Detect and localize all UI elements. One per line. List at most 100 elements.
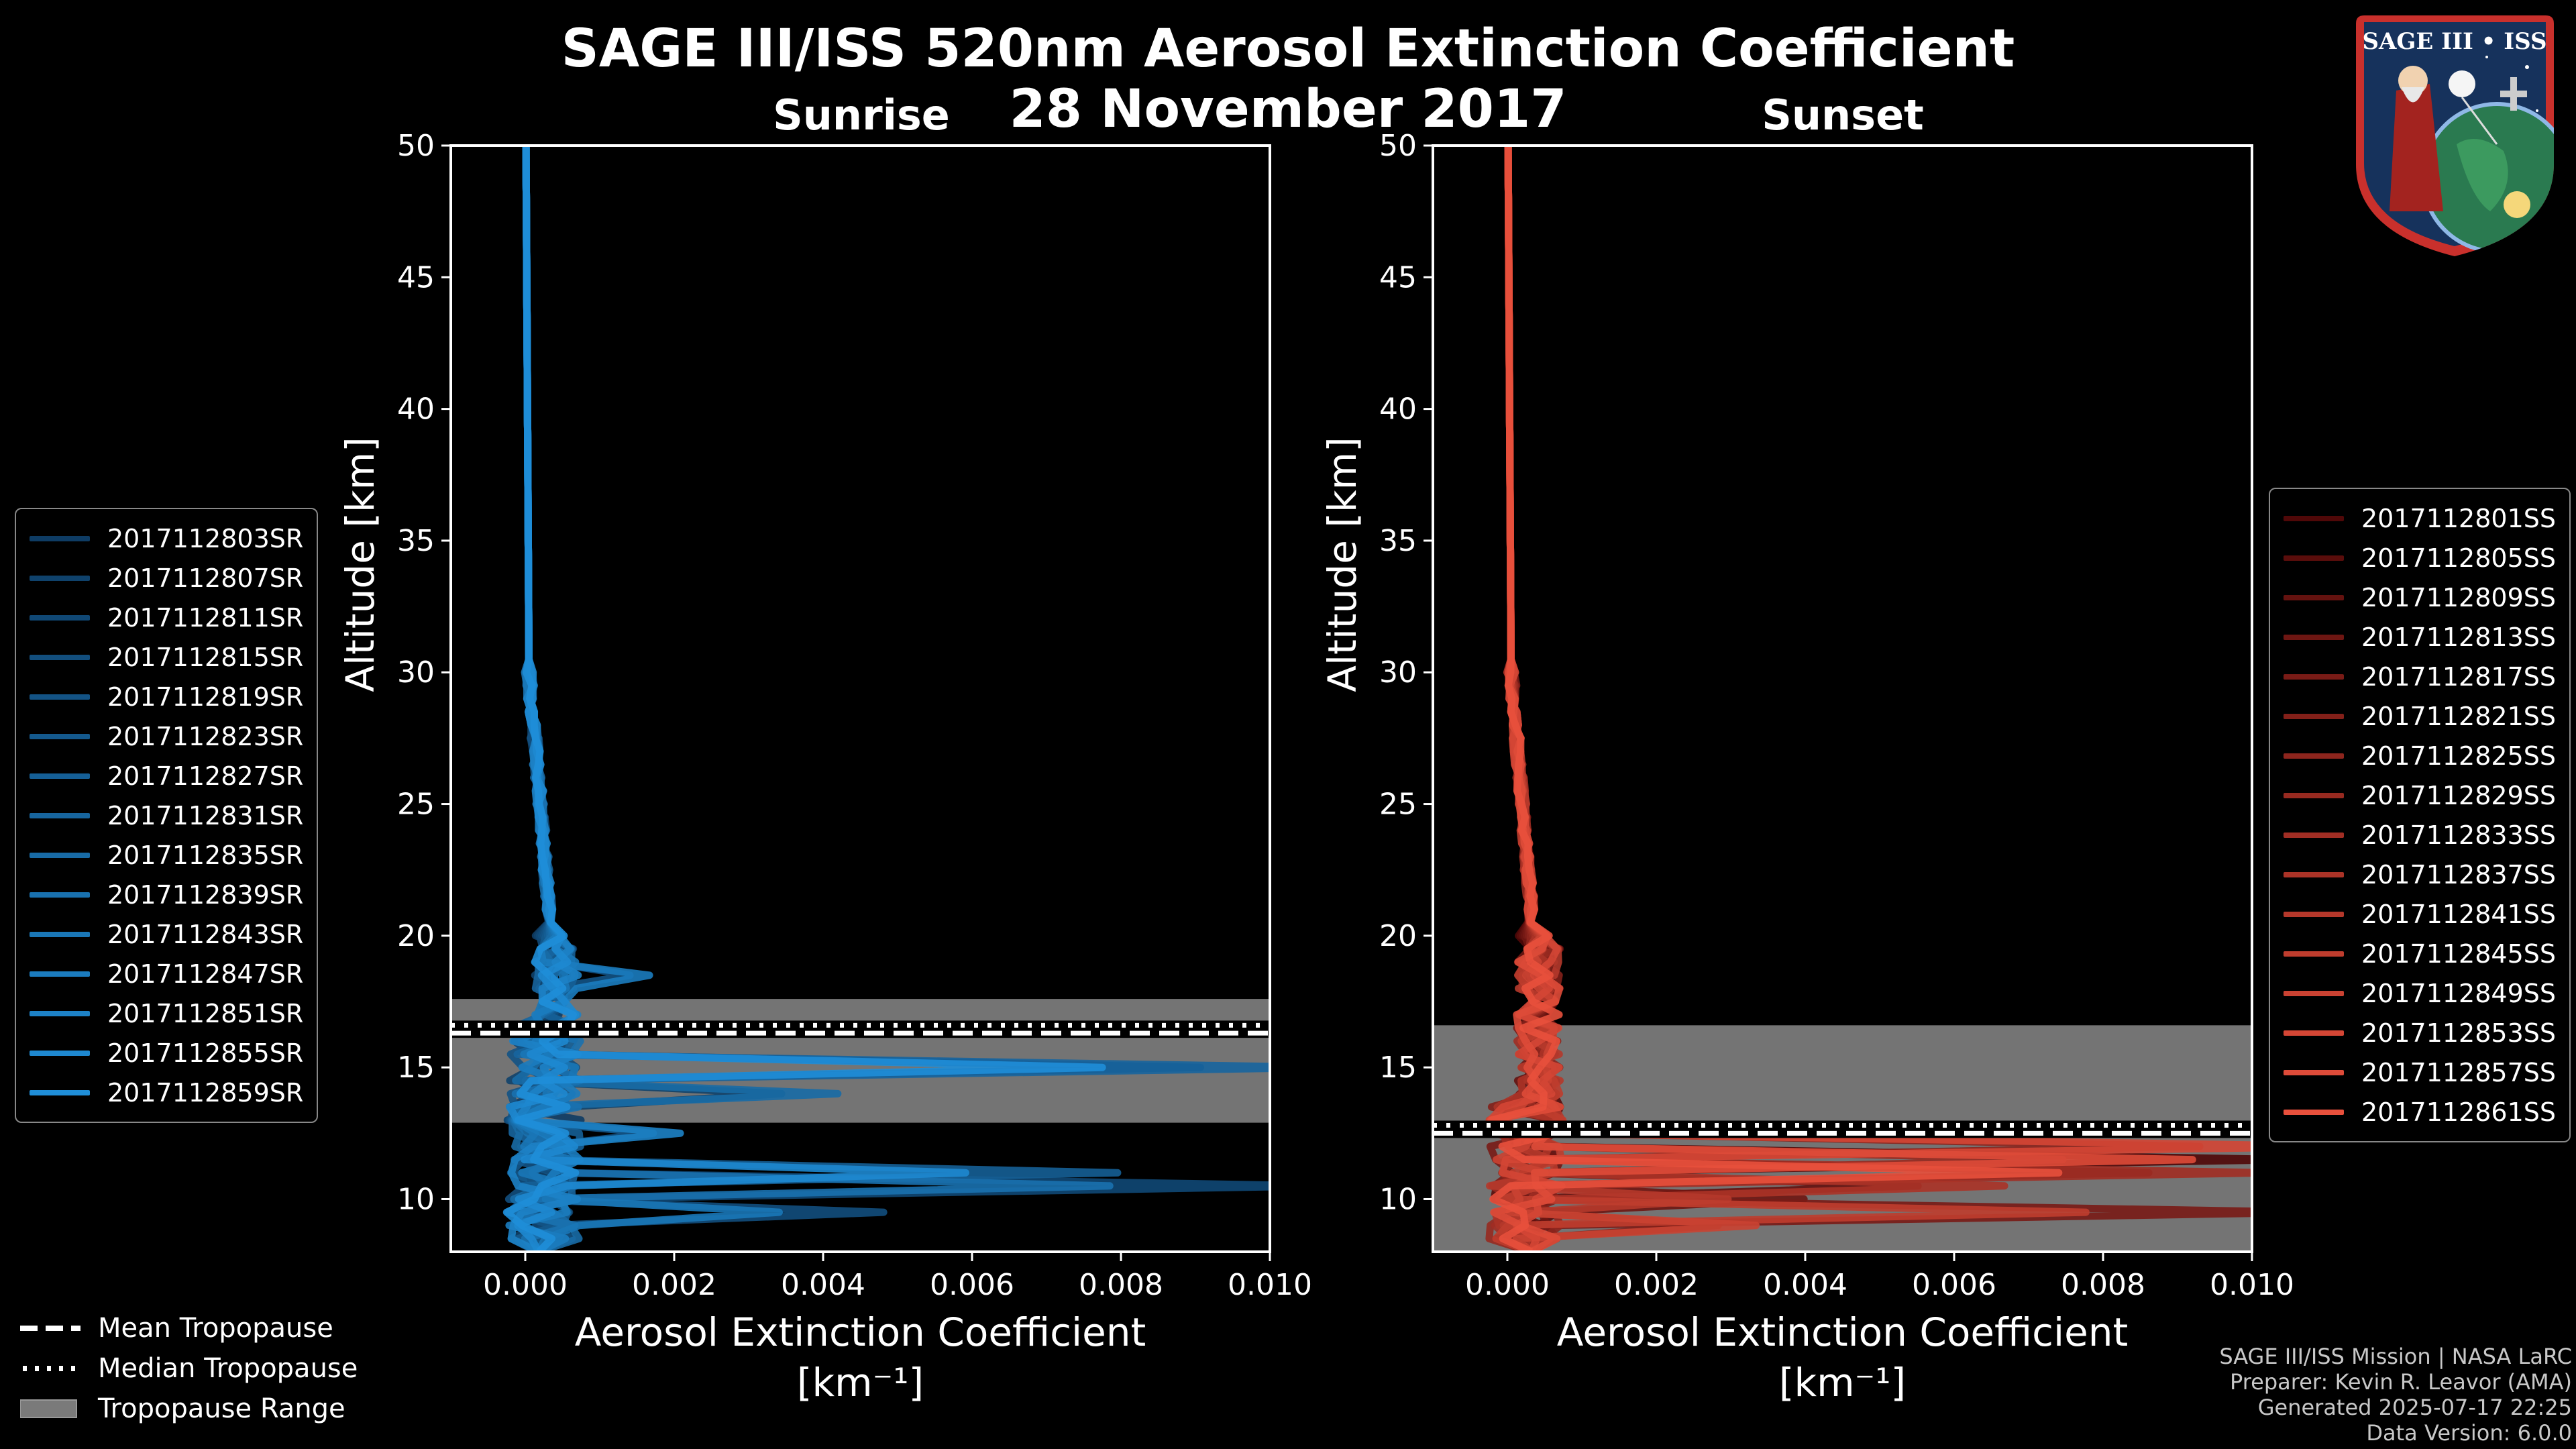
- legend-swatch: [30, 575, 90, 581]
- sunrise-ytick-label: 20: [397, 919, 435, 953]
- sunrise-xtick-label: 0.010: [1228, 1268, 1312, 1302]
- legend-range-label: Tropopause Range: [98, 1393, 345, 1424]
- legend-label: 2017112805SS: [2361, 543, 2557, 573]
- sunrise-ylabel: Altitude [km]: [337, 437, 383, 692]
- sunset-legend-item: 2017112841SS: [2284, 894, 2556, 934]
- legend-swatch: [2284, 1069, 2344, 1075]
- legend-label: 2017112825SS: [2361, 741, 2557, 771]
- legend-label: 2017112833SS: [2361, 820, 2557, 850]
- legend-label: 2017112811SR: [107, 602, 304, 633]
- legend-label: 2017112843SR: [107, 919, 304, 949]
- legend-swatch: [30, 535, 90, 541]
- sunset-legend-item: 2017112809SS: [2284, 578, 2556, 617]
- sunrise-legend-item: 2017112855SR: [30, 1033, 303, 1073]
- legend-label: 2017112859SR: [107, 1077, 304, 1108]
- range-patch-icon: [20, 1399, 77, 1418]
- legend-swatch: [2284, 951, 2344, 957]
- legend-label: 2017112861SS: [2361, 1097, 2557, 1127]
- legend-label: 2017112823SR: [107, 721, 304, 751]
- sunset-legend-item: 2017112837SS: [2284, 855, 2556, 894]
- credit-generated: Generated 2025-07-17 22:25: [2257, 1395, 2572, 1420]
- sunrise-legend: 2017112803SR 2017112807SR 2017112811SR 2017…: [15, 508, 319, 1123]
- legend-label: 2017112817SS: [2361, 661, 2557, 692]
- legend-swatch: [30, 614, 90, 621]
- legend-swatch: [2284, 1109, 2344, 1115]
- sunset-legend-item: 2017112861SS: [2284, 1092, 2556, 1132]
- sunset-legend-item: 2017112817SS: [2284, 657, 2556, 696]
- sunset-xtick-label: 0.006: [1912, 1268, 1996, 1302]
- sunrise-xunit: [km⁻¹]: [797, 1360, 924, 1405]
- sunrise-legend-item: 2017112835SR: [30, 835, 303, 875]
- legend-mean-tropopause: Mean Tropopause: [20, 1308, 358, 1348]
- sunset-legend-item: 2017112833SS: [2284, 815, 2556, 855]
- sunrise-ytick-label: 45: [397, 260, 435, 294]
- credit-preparer: Preparer: Kevin R. Leavor (AMA): [2229, 1369, 2572, 1395]
- sunrise-legend-item: 2017112815SR: [30, 637, 303, 677]
- sunset-ytick-label: 20: [1379, 919, 1417, 953]
- legend-swatch: [2284, 753, 2344, 759]
- sunset-ytick-label: 10: [1379, 1182, 1417, 1216]
- sunrise-xtick-label: 0.006: [930, 1268, 1014, 1302]
- legend-swatch: [2284, 555, 2344, 561]
- legend-label: 2017112815SR: [107, 642, 304, 672]
- legend-label: 2017112813SS: [2361, 622, 2557, 652]
- legend-label: 2017112821SS: [2361, 701, 2557, 731]
- legend-label: 2017112847SR: [107, 959, 304, 989]
- sunset-panel-title: Sunset: [1762, 91, 1924, 140]
- sunset-legend-item: 2017112813SS: [2284, 617, 2556, 657]
- legend-swatch: [2284, 990, 2344, 996]
- legend-swatch: [30, 1089, 90, 1095]
- dashed-line-icon: [20, 1326, 80, 1331]
- tropopause-legend: Mean Tropopause Median Tropopause Tropop…: [20, 1308, 358, 1429]
- legend-label: 2017112809SS: [2361, 582, 2557, 612]
- credits: SAGE III/ISS Mission | NASA LaRC Prepare…: [2219, 1344, 2572, 1446]
- sunrise-legend-item: 2017112851SR: [30, 994, 303, 1033]
- sunrise-xtick-label: 0.002: [632, 1268, 716, 1302]
- sunrise-legend-item: 2017112827SR: [30, 756, 303, 796]
- sunrise-panel-title: Sunrise: [773, 91, 950, 140]
- legend-swatch: [30, 733, 90, 739]
- legend-label: 2017112857SS: [2361, 1057, 2557, 1087]
- legend-swatch: [2284, 713, 2344, 719]
- sunset-ytick-label: 50: [1379, 129, 1417, 163]
- legend-swatch: [2284, 1030, 2344, 1036]
- legend-label: 2017112819SR: [107, 682, 304, 712]
- sunset-legend-item: 2017112801SS: [2284, 498, 2556, 538]
- legend-swatch: [2284, 871, 2344, 877]
- legend-label: 2017112849SS: [2361, 978, 2557, 1008]
- sunset-legend-item: 2017112805SS: [2284, 538, 2556, 578]
- legend-swatch: [2284, 594, 2344, 600]
- sunrise-legend-item: 2017112819SR: [30, 677, 303, 716]
- sunset-legend-item: 2017112857SS: [2284, 1053, 2556, 1092]
- legend-swatch: [30, 971, 90, 977]
- legend-swatch: [30, 773, 90, 779]
- sunset-ylabel: Altitude [km]: [1320, 437, 1365, 692]
- sunrise-legend-item: 2017112831SR: [30, 796, 303, 835]
- sunrise-legend-item: 2017112843SR: [30, 914, 303, 954]
- sunset-legend-item: 2017112829SS: [2284, 775, 2556, 815]
- legend-label: 2017112831SR: [107, 800, 304, 830]
- sunset-ytick-label: 40: [1379, 392, 1417, 427]
- legend-label: 2017112827SR: [107, 761, 304, 791]
- sunset-ytick-label: 35: [1379, 524, 1417, 558]
- sunset-ytick-label: 30: [1379, 655, 1417, 690]
- sunset-xunit: [km⁻¹]: [1779, 1360, 1906, 1405]
- sunrise-legend-item: 2017112823SR: [30, 716, 303, 756]
- logo-text: SAGE III • ISS: [2362, 28, 2546, 55]
- sunset-legend-item: 2017112853SS: [2284, 1013, 2556, 1053]
- sunrise-legend-item: 2017112859SR: [30, 1073, 303, 1112]
- legend-swatch: [2284, 792, 2344, 798]
- legend-label: 2017112801SS: [2361, 503, 2557, 533]
- sunrise-xtick-label: 0.004: [781, 1268, 865, 1302]
- legend-swatch: [2284, 911, 2344, 917]
- legend-swatch: [2284, 515, 2344, 521]
- sunrise-axes-frame: [449, 144, 1271, 1253]
- legend-swatch: [30, 892, 90, 898]
- sunset-legend-item: 2017112849SS: [2284, 973, 2556, 1013]
- legend-swatch: [30, 1010, 90, 1016]
- sunset-xtick-label: 0.000: [1465, 1268, 1550, 1302]
- sunrise-ytick-label: 15: [397, 1051, 435, 1085]
- legend-swatch: [30, 931, 90, 937]
